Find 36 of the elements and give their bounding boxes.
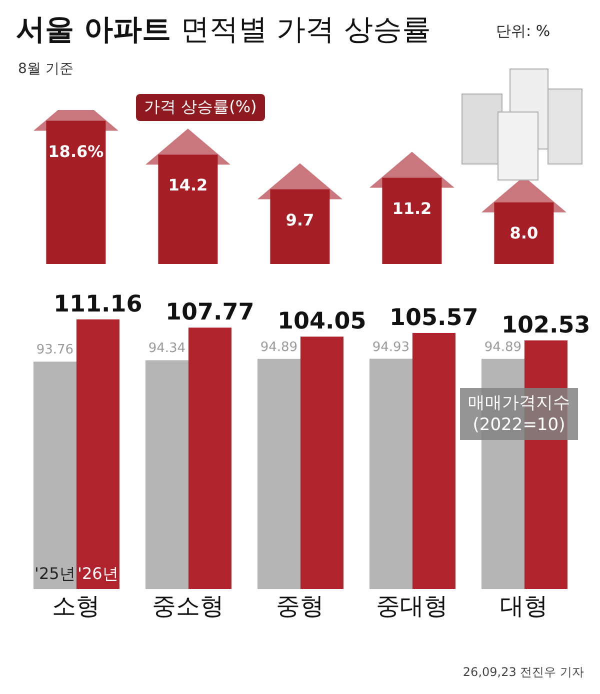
bar (76, 319, 120, 589)
data-label: 111.16 (54, 291, 142, 318)
bar (300, 336, 344, 589)
bar (412, 332, 456, 589)
data-label: 94.89 (260, 340, 298, 355)
data-label: 9.7 (286, 210, 314, 230)
data-label: 11.2 (392, 198, 432, 218)
chart-subtitle: 8월 기준 (18, 60, 74, 78)
text: 26,09,23 전진우 기자 (462, 664, 584, 681)
chart-title: 서울 아파트 면적별 가격 상승률 (16, 12, 431, 46)
x-tick-label: 소형 (52, 592, 100, 620)
data-label: 104.05 (278, 308, 366, 335)
data-label: 94.89 (484, 340, 522, 355)
bar (33, 362, 76, 589)
bar (257, 358, 300, 589)
data-label: 94.93 (372, 340, 410, 355)
bar (369, 358, 412, 589)
x-tick-label: 중소형 (152, 592, 224, 620)
series-label: '26년 (78, 564, 118, 583)
x-tick-label: 중대형 (376, 592, 448, 620)
series-label: '25년 (34, 564, 76, 583)
text: 가격 상승률(%) (136, 94, 265, 121)
data-label: 14.2 (168, 176, 208, 195)
data-label: 102.53 (502, 312, 590, 338)
data-label: 94.34 (148, 341, 186, 356)
bar (188, 328, 232, 589)
annotation: 매매가격지수 (2022=10) (460, 388, 578, 440)
data-label: 105.57 (390, 304, 478, 331)
x-tick-label: 대형 (500, 592, 548, 620)
x-tick-label: 중형 (276, 592, 324, 620)
data-label: 93.76 (36, 342, 74, 358)
text: 단위: % (496, 22, 550, 41)
bar (145, 360, 188, 589)
data-label: 18.6% (48, 142, 104, 161)
data-label: 107.77 (166, 300, 254, 326)
data-label: 8.0 (510, 223, 538, 242)
